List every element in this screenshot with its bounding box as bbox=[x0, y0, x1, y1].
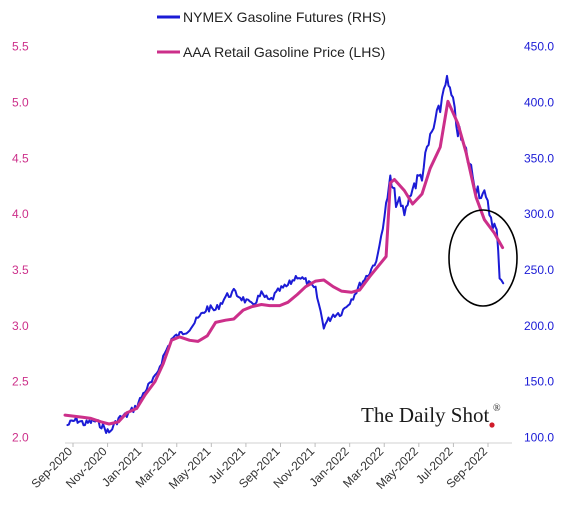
legend-label-retail: AAA Retail Gasoline Price (LHS) bbox=[183, 44, 385, 60]
left-tick-label-3: 3.5 bbox=[12, 263, 29, 277]
right-tick-label-6: 400.0 bbox=[524, 95, 554, 109]
right-tick-label-1: 150.0 bbox=[524, 375, 554, 389]
brand-registered-mark: ® bbox=[493, 403, 501, 414]
series-line-aaa-retail bbox=[63, 99, 505, 426]
brand-text: The Daily Shot bbox=[361, 403, 489, 427]
left-tick-label-6: 5.0 bbox=[12, 95, 29, 109]
left-tick-label-2: 3.0 bbox=[12, 319, 29, 333]
left-tick-label-1: 2.5 bbox=[12, 375, 29, 389]
right-axis-ticks: 100.0 150.0 200.0 250.0 300.0 350.0 400.0 450.0 bbox=[524, 40, 554, 445]
x-axis-ticks: Sep-2020Nov-2020Jan-2021Mar-2021May-2021… bbox=[28, 443, 490, 492]
legend: NYMEX Gasoline Futures (RHS) AAA Retail … bbox=[157, 9, 386, 60]
legend-label-futures: NYMEX Gasoline Futures (RHS) bbox=[183, 9, 386, 25]
brand-watermark: The Daily Shot ® bbox=[361, 403, 501, 428]
right-tick-label-2: 200.0 bbox=[524, 319, 554, 333]
right-tick-label-7: 450.0 bbox=[524, 40, 554, 54]
left-axis-ticks: 2.0 2.5 3.0 3.5 4.0 4.5 5.0 5.5 bbox=[12, 40, 29, 445]
right-tick-label-3: 250.0 bbox=[524, 263, 554, 277]
right-tick-label-4: 300.0 bbox=[524, 207, 554, 221]
brand-dot bbox=[489, 422, 495, 428]
right-tick-label-0: 100.0 bbox=[524, 430, 554, 444]
left-tick-label-7: 5.5 bbox=[12, 40, 29, 54]
series-line-nymex-futures bbox=[66, 74, 505, 434]
highlight-circle bbox=[448, 209, 518, 307]
right-tick-label-5: 350.0 bbox=[524, 151, 554, 165]
left-tick-label-0: 2.0 bbox=[12, 430, 29, 444]
left-tick-label-4: 4.0 bbox=[12, 207, 29, 221]
left-tick-label-5: 4.5 bbox=[12, 151, 29, 165]
series-layer bbox=[63, 74, 505, 434]
